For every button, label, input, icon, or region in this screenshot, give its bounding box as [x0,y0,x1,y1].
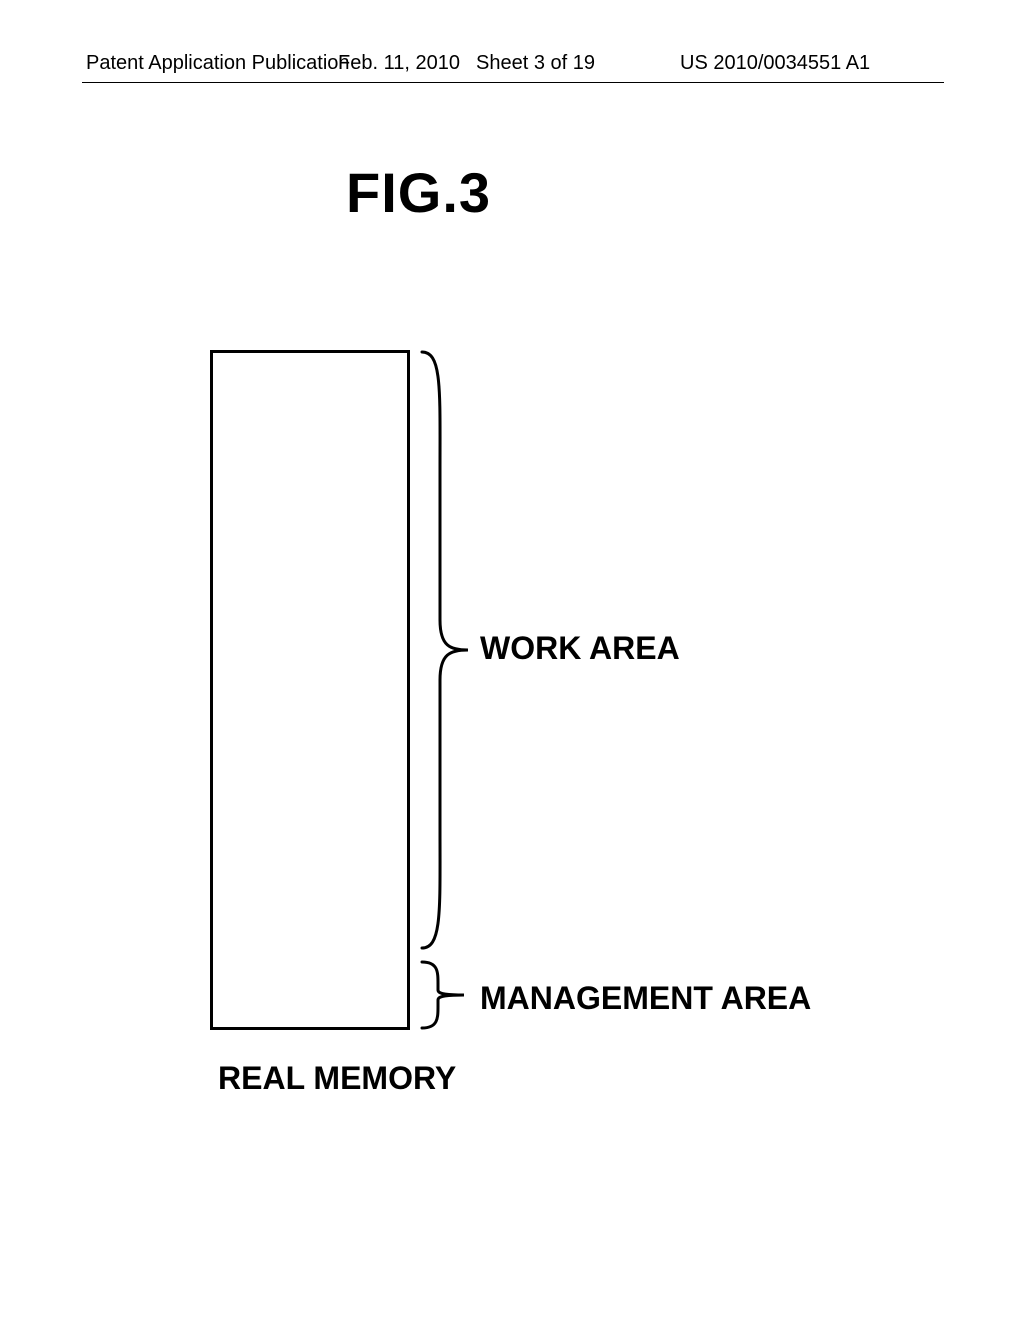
header-publication-type: Patent Application Publication [86,52,350,75]
label-work-area: WORK AREA [480,630,680,667]
brace-work-area-icon [416,350,476,950]
page: Patent Application Publication Feb. 11, … [0,0,1024,1320]
label-management-area: MANAGEMENT AREA [480,980,811,1017]
header-date: Feb. 11, 2010 [338,52,460,75]
figure-title: FIG.3 [346,160,491,225]
figure-caption: REAL MEMORY [218,1060,456,1097]
header-publication-number: US 2010/0034551 A1 [680,52,870,75]
header-rule [82,82,944,83]
real-memory-box [210,350,410,1030]
brace-management-area-icon [416,960,476,1030]
header-sheet-number: Sheet 3 of 19 [476,52,595,75]
